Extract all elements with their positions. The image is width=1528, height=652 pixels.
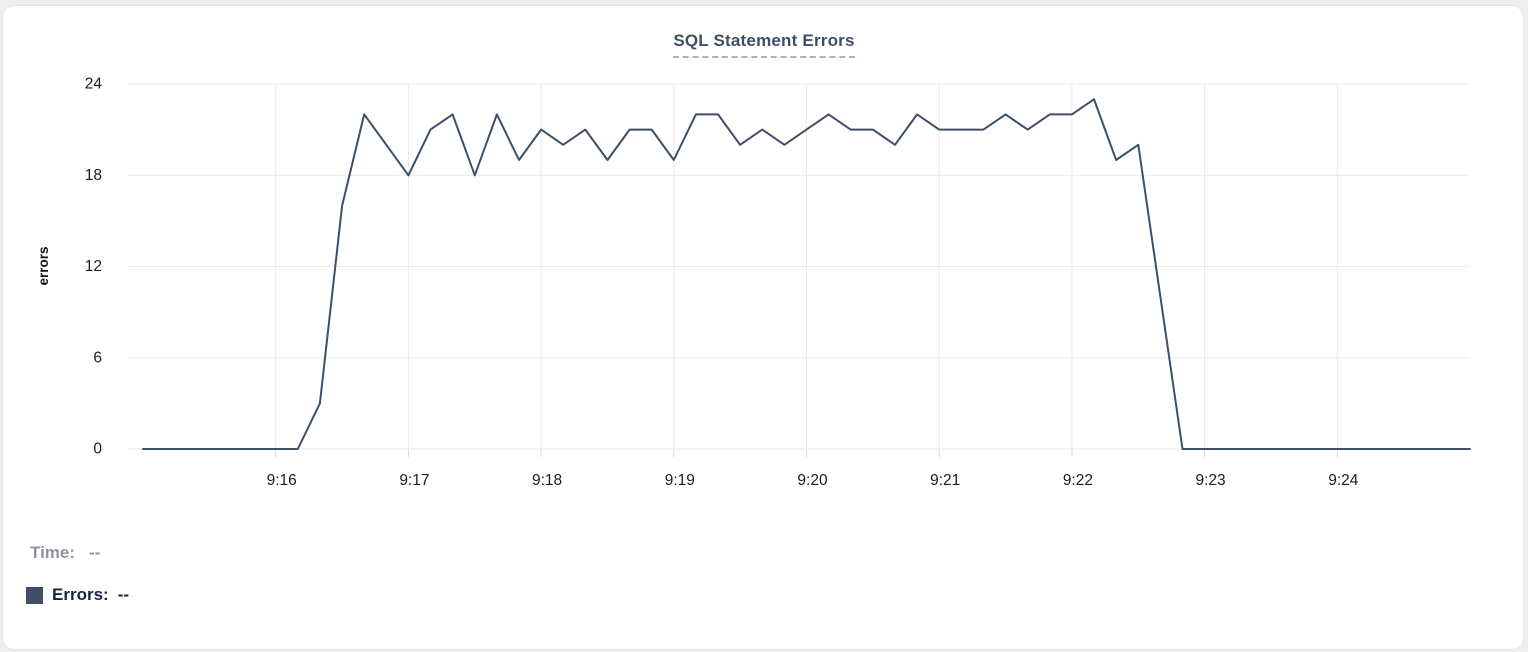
svg-text:9:23: 9:23 [1196, 472, 1226, 489]
chart-header: SQL Statement Errors [0, 31, 1528, 58]
errors-series-swatch [26, 586, 43, 604]
tooltip-time-value: -- [89, 543, 101, 562]
tooltip-time-row: Time: -- [30, 543, 100, 563]
svg-text:9:18: 9:18 [532, 472, 562, 489]
svg-text:6: 6 [93, 349, 102, 366]
svg-text:9:21: 9:21 [930, 472, 960, 489]
svg-text:9:19: 9:19 [665, 472, 695, 489]
svg-text:0: 0 [93, 441, 102, 458]
svg-text:12: 12 [85, 258, 102, 275]
chart-canvas[interactable]: 0 6 12 18 24 9:16 9:17 9:18 9:19 9:20 9:21 9:22 9:23… [0, 0, 1528, 512]
svg-text:18: 18 [85, 167, 102, 184]
tooltip-errors-label: Errors: [52, 585, 109, 604]
card-surface [2, 5, 1524, 650]
svg-text:9:24: 9:24 [1328, 472, 1359, 489]
tooltip-errors-row: Errors: -- [26, 585, 129, 605]
chart-title[interactable]: SQL Statement Errors [673, 31, 855, 58]
svg-text:24: 24 [85, 76, 103, 93]
svg-text:9:22: 9:22 [1063, 472, 1093, 489]
svg-text:errors: errors [36, 246, 51, 285]
svg-text:9:17: 9:17 [399, 472, 429, 489]
svg-text:9:20: 9:20 [797, 472, 828, 489]
svg-text:9:16: 9:16 [267, 472, 297, 489]
tooltip-time-label: Time: [30, 543, 76, 562]
tooltip-errors-value: -- [117, 585, 130, 604]
